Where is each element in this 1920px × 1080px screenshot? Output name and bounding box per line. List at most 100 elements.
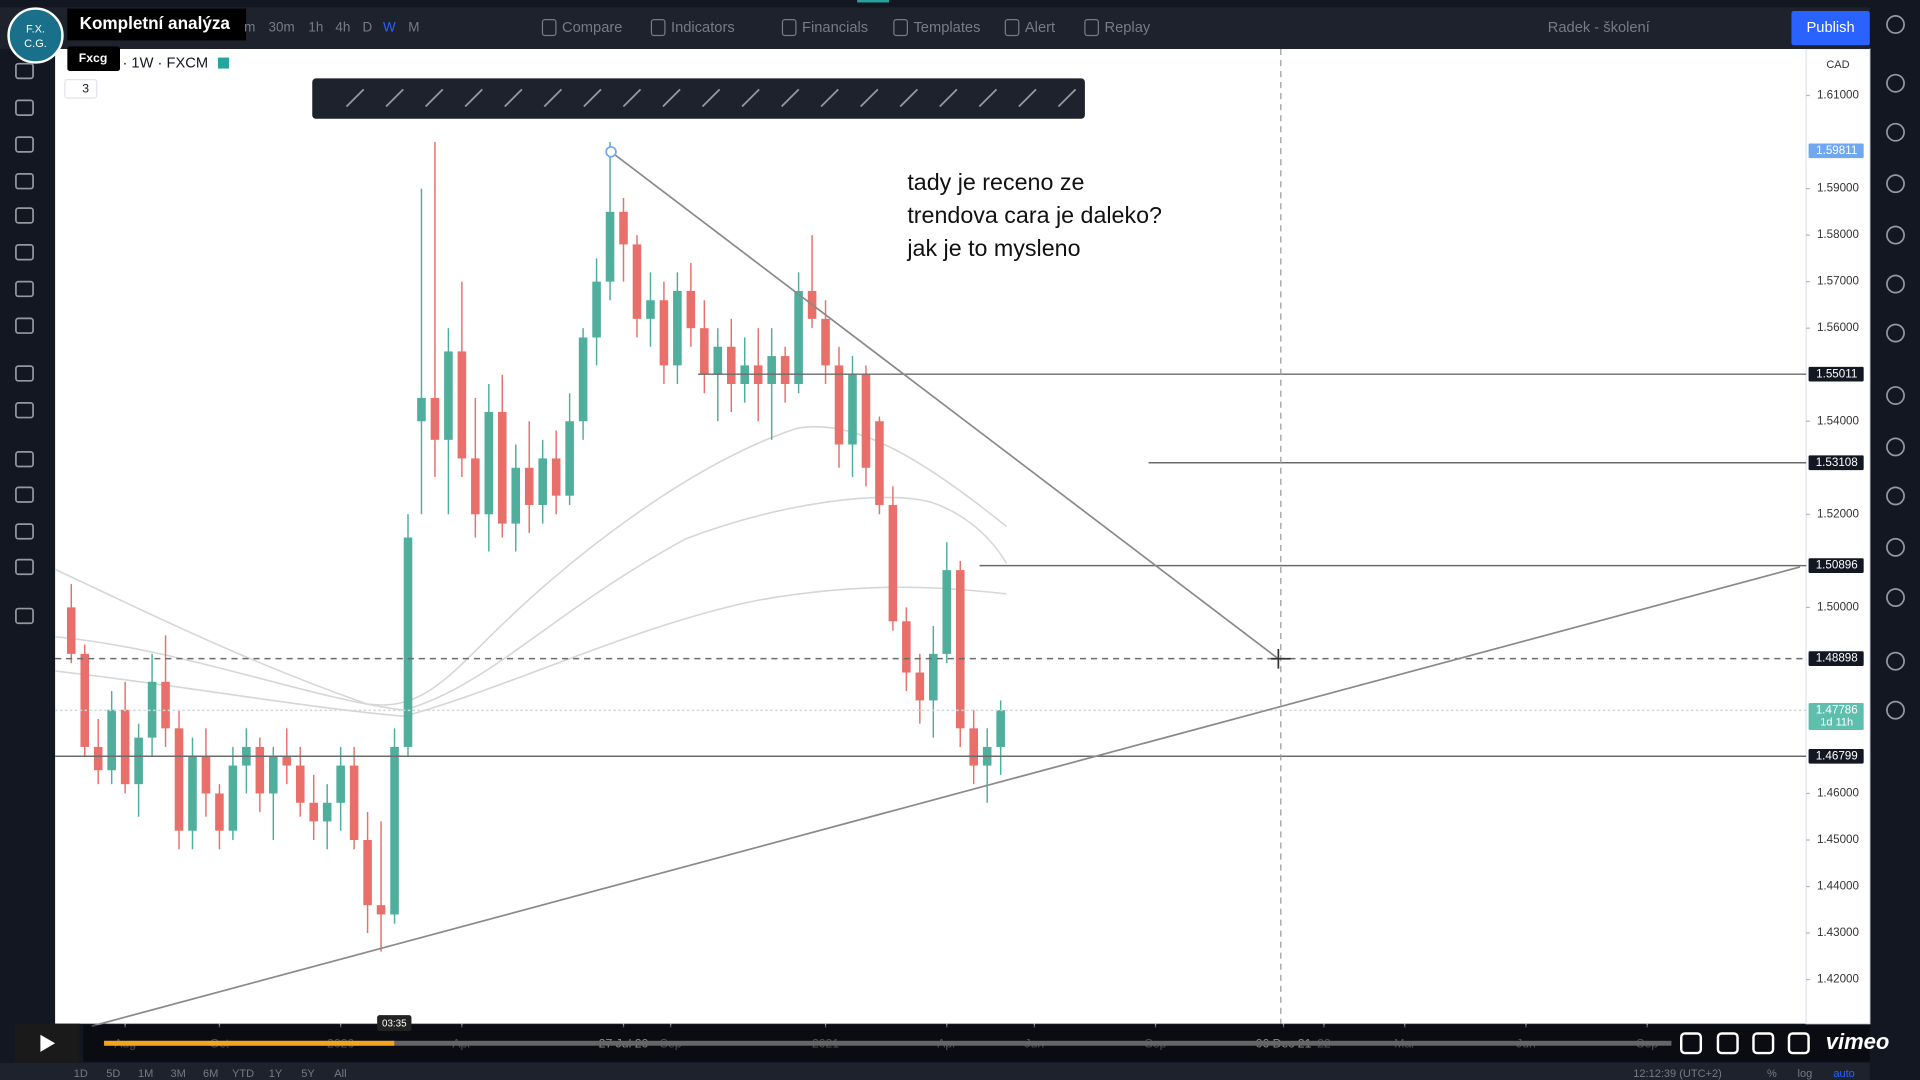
left-tool[interactable] xyxy=(15,62,34,80)
left-tool[interactable] xyxy=(15,136,34,153)
player-control[interactable] xyxy=(1752,1032,1775,1055)
progress-track[interactable] xyxy=(104,1040,1672,1046)
drawing-tool[interactable] xyxy=(622,88,642,108)
drawing-tool[interactable] xyxy=(701,88,721,108)
range-button[interactable]: 1D xyxy=(74,1068,88,1080)
drawing-tool[interactable] xyxy=(345,88,365,108)
drawing-tool[interactable] xyxy=(583,88,602,108)
player-control[interactable] xyxy=(1787,1032,1810,1055)
candle-body xyxy=(673,290,682,366)
drawing-tool[interactable] xyxy=(1057,88,1077,108)
candle-body xyxy=(174,728,184,831)
auto-toggle[interactable]: auto xyxy=(1833,1068,1854,1080)
right-tool[interactable] xyxy=(1886,15,1905,34)
range-button[interactable]: YTD xyxy=(232,1068,254,1080)
right-tool[interactable] xyxy=(1886,437,1905,457)
toolbar-button[interactable]: Compare xyxy=(562,20,622,36)
left-tool[interactable] xyxy=(15,365,34,382)
range-button[interactable]: 6M xyxy=(203,1068,218,1080)
left-tool[interactable] xyxy=(15,173,34,190)
count-box[interactable] xyxy=(64,78,98,99)
toolbar-button[interactable]: Indicators xyxy=(671,20,735,36)
right-tool[interactable] xyxy=(1886,700,1905,720)
drawing-tool[interactable] xyxy=(899,88,919,108)
left-tool[interactable] xyxy=(15,207,34,224)
candle-body xyxy=(646,300,655,319)
drawing-tool[interactable] xyxy=(504,88,523,108)
drawing-tool[interactable] xyxy=(741,88,760,108)
left-tool[interactable] xyxy=(15,607,34,625)
toolbar-button[interactable]: Replay xyxy=(1104,20,1150,36)
right-tool[interactable] xyxy=(1886,386,1905,405)
drawing-tool[interactable] xyxy=(385,88,404,108)
interval[interactable]: 30m xyxy=(269,20,295,35)
toolbar-button[interactable]: Templates xyxy=(913,20,980,36)
interval[interactable]: M xyxy=(408,20,419,35)
left-tool[interactable] xyxy=(15,317,34,334)
drawing-tool[interactable] xyxy=(662,88,681,108)
annotation-line: trendova cara je daleko? xyxy=(907,202,1162,228)
left-tool[interactable] xyxy=(15,280,34,298)
candle-body xyxy=(390,746,399,915)
toolbar-icon xyxy=(893,18,908,37)
left-tool[interactable] xyxy=(15,402,34,419)
range-button[interactable]: 1M xyxy=(138,1068,153,1080)
right-tool[interactable] xyxy=(1886,486,1905,506)
range-button[interactable]: 5Y xyxy=(301,1068,315,1080)
layout-name[interactable]: Radek - školení xyxy=(1548,20,1651,36)
candle-body xyxy=(403,537,413,747)
top-bar xyxy=(0,7,1870,49)
left-tool[interactable] xyxy=(15,450,34,468)
drawing-tool[interactable] xyxy=(424,88,444,108)
publish-button[interactable] xyxy=(1791,11,1870,46)
clock: 12:12:39 (UTC+2) xyxy=(1633,1068,1721,1080)
publish-label[interactable]: Publish xyxy=(1807,20,1855,36)
interval[interactable]: D xyxy=(362,20,372,35)
right-tool[interactable] xyxy=(1886,588,1905,607)
price-tag-label: 1.50896 xyxy=(1816,559,1858,572)
video-title: Kompletní analýza xyxy=(80,13,231,33)
left-tool[interactable] xyxy=(15,558,34,576)
candle-body xyxy=(821,318,830,366)
candle-body xyxy=(188,756,197,831)
range-button[interactable]: 1Y xyxy=(269,1068,283,1080)
candle-body xyxy=(875,421,884,505)
right-tool[interactable] xyxy=(1886,225,1905,245)
drawing-tool[interactable] xyxy=(820,88,839,108)
right-tool[interactable] xyxy=(1886,651,1905,671)
right-tool[interactable] xyxy=(1886,274,1905,294)
drawing-tool[interactable] xyxy=(939,88,958,108)
drawing-tool[interactable] xyxy=(780,88,800,108)
log-toggle[interactable]: log xyxy=(1798,1068,1813,1080)
right-tool[interactable] xyxy=(1886,73,1905,93)
moving-averages xyxy=(54,425,1008,718)
interval[interactable]: 1h xyxy=(308,20,323,35)
drawing-tool[interactable] xyxy=(978,88,998,108)
right-tool[interactable] xyxy=(1886,537,1905,557)
player-control[interactable] xyxy=(1716,1032,1739,1055)
range-button[interactable]: 3M xyxy=(171,1068,186,1080)
status-bar xyxy=(0,1062,1870,1080)
interval[interactable]: m xyxy=(244,20,255,35)
left-tool[interactable] xyxy=(15,486,34,503)
drawing-tool[interactable] xyxy=(464,88,483,108)
right-tool[interactable] xyxy=(1886,174,1905,194)
drawing-tool[interactable] xyxy=(1018,88,1037,108)
candle-body xyxy=(902,621,911,673)
toolbar-button[interactable]: Financials xyxy=(802,20,868,36)
interval[interactable]: 4h xyxy=(335,20,350,35)
right-tool[interactable] xyxy=(1886,122,1905,142)
player-control[interactable] xyxy=(1680,1032,1703,1055)
candle-body xyxy=(269,756,278,794)
drawing-tool[interactable] xyxy=(543,88,563,108)
left-tool[interactable] xyxy=(15,99,34,116)
interval[interactable]: W xyxy=(383,20,396,35)
right-tool[interactable] xyxy=(1886,323,1905,343)
toolbar-button[interactable]: Alert xyxy=(1025,20,1055,36)
left-tool[interactable] xyxy=(15,523,34,540)
range-button[interactable]: 5D xyxy=(106,1068,120,1080)
drawing-tool[interactable] xyxy=(860,88,879,108)
left-tool[interactable] xyxy=(15,244,34,261)
percent-toggle[interactable]: % xyxy=(1767,1068,1777,1080)
range-button[interactable]: All xyxy=(334,1068,346,1080)
